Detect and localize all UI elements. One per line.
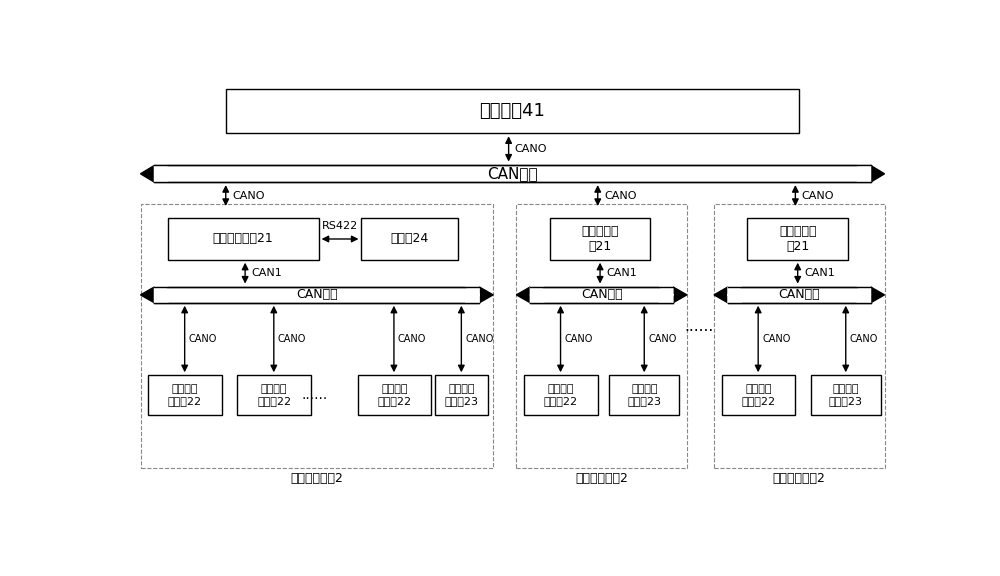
- Text: CAN总线: CAN总线: [778, 289, 820, 301]
- Text: 车道信号
灯单刷22: 车道信号 灯单刷22: [742, 384, 776, 406]
- Text: CAN1: CAN1: [251, 268, 282, 278]
- FancyArrow shape: [530, 287, 544, 303]
- Bar: [524, 375, 598, 415]
- Text: 车道信号
灯单刷22: 车道信号 灯单刷22: [257, 384, 291, 406]
- Text: 车棄器24: 车棄器24: [391, 232, 429, 245]
- Text: CAN总线: CAN总线: [581, 289, 622, 301]
- Bar: [550, 218, 650, 260]
- FancyArrow shape: [154, 165, 168, 182]
- FancyArrow shape: [140, 165, 154, 182]
- Bar: [148, 375, 222, 415]
- Bar: [168, 218, 319, 260]
- FancyArrow shape: [673, 287, 687, 303]
- FancyArrow shape: [516, 287, 530, 303]
- Bar: [811, 375, 881, 415]
- Text: CANO: CANO: [189, 334, 217, 344]
- Text: RS422: RS422: [322, 221, 358, 231]
- FancyArrow shape: [479, 287, 493, 303]
- Text: 方向分控区块2: 方向分控区块2: [575, 472, 628, 484]
- Text: 方向分控单
刷21: 方向分控单 刷21: [779, 225, 816, 253]
- Text: CAN总线: CAN总线: [296, 289, 338, 301]
- FancyArrow shape: [857, 165, 871, 182]
- Bar: [609, 375, 679, 415]
- Bar: [747, 218, 848, 260]
- Text: ......: ......: [684, 319, 713, 334]
- Text: 主控单刷41: 主控单刷41: [480, 103, 545, 120]
- Text: CANO: CANO: [232, 191, 264, 200]
- Text: 方向分控区块2: 方向分控区块2: [773, 472, 826, 484]
- Text: 行人信号
灯单刷23: 行人信号 灯单刷23: [627, 384, 661, 406]
- FancyArrow shape: [857, 287, 871, 303]
- FancyArrow shape: [659, 287, 673, 303]
- Text: CANO: CANO: [465, 334, 494, 344]
- Bar: [154, 287, 479, 303]
- Text: CANO: CANO: [648, 334, 676, 344]
- Text: CANO: CANO: [802, 191, 834, 200]
- Bar: [237, 375, 311, 415]
- Bar: [140, 204, 493, 468]
- Text: CANO: CANO: [564, 334, 593, 344]
- Text: 车道信号
灯单刷22: 车道信号 灯单刷22: [168, 384, 202, 406]
- Text: 行人信号
灯单刷23: 行人信号 灯单刷23: [444, 384, 478, 406]
- Text: CANO: CANO: [398, 334, 426, 344]
- Text: 方向分控单刷21: 方向分控单刷21: [213, 232, 274, 245]
- Bar: [435, 375, 488, 415]
- Bar: [530, 287, 673, 303]
- Text: CAN1: CAN1: [606, 268, 637, 278]
- Text: CANO: CANO: [762, 334, 790, 344]
- Text: CAN总线: CAN总线: [487, 166, 538, 181]
- Bar: [358, 375, 431, 415]
- Text: CANO: CANO: [278, 334, 306, 344]
- FancyArrow shape: [728, 287, 742, 303]
- Bar: [516, 204, 687, 468]
- Text: CANO: CANO: [515, 144, 547, 154]
- Bar: [722, 375, 795, 415]
- Text: 车道信号
灯单刷22: 车道信号 灯单刷22: [544, 384, 578, 406]
- FancyArrow shape: [140, 287, 154, 303]
- Bar: [361, 218, 458, 260]
- Text: CAN1: CAN1: [804, 268, 835, 278]
- FancyArrow shape: [154, 287, 168, 303]
- FancyArrow shape: [871, 165, 885, 182]
- Bar: [226, 89, 799, 134]
- Bar: [154, 165, 871, 182]
- Text: CANO: CANO: [604, 191, 636, 200]
- Text: CANO: CANO: [850, 334, 878, 344]
- Text: ......: ......: [302, 388, 328, 402]
- FancyArrow shape: [871, 287, 885, 303]
- Text: 方向分控区块2: 方向分控区块2: [290, 472, 343, 484]
- Text: 方向分控单
刷21: 方向分控单 刷21: [581, 225, 619, 253]
- FancyArrow shape: [465, 287, 479, 303]
- Bar: [728, 287, 871, 303]
- Text: 车道信号
灯单刷22: 车道信号 灯单刷22: [377, 384, 411, 406]
- Text: 行人信号
灯单刷23: 行人信号 灯单刷23: [829, 384, 863, 406]
- Bar: [714, 204, 885, 468]
- FancyArrow shape: [714, 287, 728, 303]
